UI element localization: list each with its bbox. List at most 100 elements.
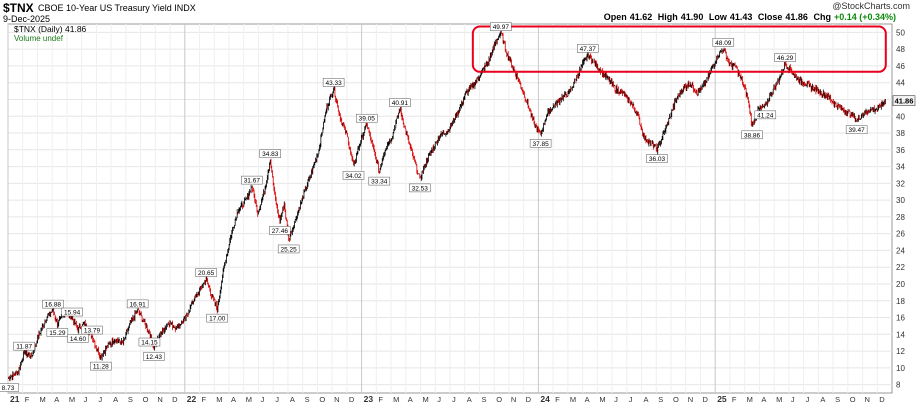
x-tick-label: J	[452, 395, 456, 404]
price-annotation-box	[368, 176, 391, 186]
x-tick-label: F	[202, 395, 207, 404]
price-annotation-box	[529, 139, 552, 148]
price-annotation: 14.60	[70, 336, 87, 343]
price-annotation: 34.83	[262, 151, 279, 158]
price-annotation: 15.29	[49, 330, 66, 337]
price-annotation: 15.94	[64, 310, 81, 317]
price-annotation: 17.00	[209, 316, 226, 323]
price-annotation-box	[322, 78, 345, 87]
x-tick-label: S	[305, 395, 310, 404]
resistance-highlight-box	[471, 25, 887, 73]
price-annotation-box	[90, 361, 112, 371]
x-tick-label: A	[585, 395, 590, 404]
y-tick-label: 26	[896, 230, 905, 239]
price-annotation-box	[490, 22, 512, 31]
y-tick-label: 34	[896, 163, 905, 172]
high-value: 41.90	[680, 12, 704, 22]
price-annotation: 48.09	[715, 40, 732, 47]
x-tick-label: A	[231, 395, 236, 404]
x-tick-label: 23	[364, 394, 374, 404]
x-tick-label: F	[555, 395, 560, 404]
x-tick-label: A	[408, 395, 413, 404]
price-annotation-box	[356, 113, 378, 123]
y-tick-label: 12	[896, 347, 905, 356]
price-annotation-box	[143, 352, 165, 361]
y-tick-label: 28	[896, 213, 905, 222]
y-tick-label: 44	[896, 79, 905, 88]
y-tick-label: 20	[896, 280, 905, 289]
x-tick-label: M	[246, 395, 252, 404]
price-annotation: 14.15	[141, 340, 158, 347]
x-tick-label: S	[658, 395, 663, 404]
x-tick-label: A	[113, 395, 118, 404]
x-tick-label: D	[702, 395, 708, 404]
y-tick-label: 30	[896, 196, 905, 205]
price-annotation: 40.91	[392, 100, 409, 107]
price-annotation: 47.37	[580, 46, 597, 53]
last-price-tag: 41.86	[895, 97, 914, 106]
x-tick-label: S	[481, 395, 486, 404]
price-annotation-box	[206, 313, 228, 323]
price-annotation-box	[241, 175, 263, 185]
brand-label: @StockCharts.com	[832, 1, 910, 11]
x-tick-label: M	[570, 395, 576, 404]
open-value: 41.62	[629, 12, 653, 22]
price-annotation: 49.97	[493, 24, 510, 31]
last-price-tag-box	[892, 95, 916, 106]
price-annotation-box	[774, 53, 796, 62]
price-annotation: 11.87	[16, 344, 32, 351]
y-tick-label: 8	[896, 381, 901, 390]
y-tick-label: 24	[896, 246, 905, 255]
close-value: 41.86	[785, 12, 808, 22]
price-annotation: 43.33	[325, 80, 342, 87]
panel-legend: $TNX (Daily) 41.86 Volume undef	[14, 24, 86, 43]
y-tick-label: 46	[896, 62, 905, 71]
x-tick-label: M	[69, 395, 75, 404]
price-annotation-box	[741, 130, 763, 140]
x-tick-label: F	[732, 395, 737, 404]
x-tick-label: M	[776, 395, 782, 404]
price-annotation: 8.73	[2, 385, 15, 392]
price-annotation-box	[42, 299, 64, 309]
x-tick-label: N	[865, 395, 870, 404]
x-tick-label: A	[467, 395, 472, 404]
x-tick-label: S	[128, 395, 133, 404]
x-tick-label: J	[629, 395, 633, 404]
chart-header: $TNX CBOE 10-Year US Treasury Yield INDX…	[0, 0, 916, 28]
x-tick-label: J	[275, 395, 279, 404]
price-annotation-box	[389, 98, 411, 107]
x-tick-label: A	[644, 395, 649, 404]
y-tick-label: 18	[896, 297, 905, 306]
x-tick-label: J	[98, 395, 102, 404]
chg-value: +0.14 (+0.34%)	[833, 12, 896, 22]
price-annotation: 46.29	[777, 55, 794, 62]
price-annotation: 16.88	[45, 302, 62, 309]
ohlc-readout: Open 41.62 High 41.90 Low 41.43 Close 41.86 …	[601, 12, 896, 22]
price-annotation-box	[13, 341, 35, 351]
series-legend-label: $TNX (Daily) 41.86	[14, 24, 87, 34]
x-tick-label: D	[349, 395, 355, 404]
price-annotation-box	[409, 183, 431, 193]
price-annotation-box	[126, 299, 149, 309]
price-annotation: 20.65	[198, 270, 215, 277]
x-tick-label: F	[25, 395, 30, 404]
x-tick-label: D	[172, 395, 178, 404]
price-annotation-box	[138, 337, 161, 347]
price-annotation: 33.34	[371, 179, 388, 186]
price-annotation: 39.47	[848, 127, 865, 134]
price-annotation-box	[269, 226, 291, 235]
price-annotation-box	[342, 171, 365, 180]
x-tick-label: 24	[540, 394, 550, 404]
price-annotation: 36.03	[649, 156, 666, 163]
price-annotation-box	[0, 383, 19, 392]
x-tick-label: O	[143, 395, 149, 404]
price-annotation-box	[67, 334, 89, 343]
x-tick-label: A	[290, 395, 295, 404]
volume-legend-label: Volume undef	[14, 34, 63, 43]
low-label: Low	[708, 12, 727, 22]
close-label: Close	[757, 12, 783, 22]
price-annotation: 41.24	[757, 112, 774, 119]
y-tick-label: 16	[896, 314, 905, 323]
x-tick-label: M	[747, 395, 753, 404]
price-annotation: 11.28	[93, 364, 109, 371]
